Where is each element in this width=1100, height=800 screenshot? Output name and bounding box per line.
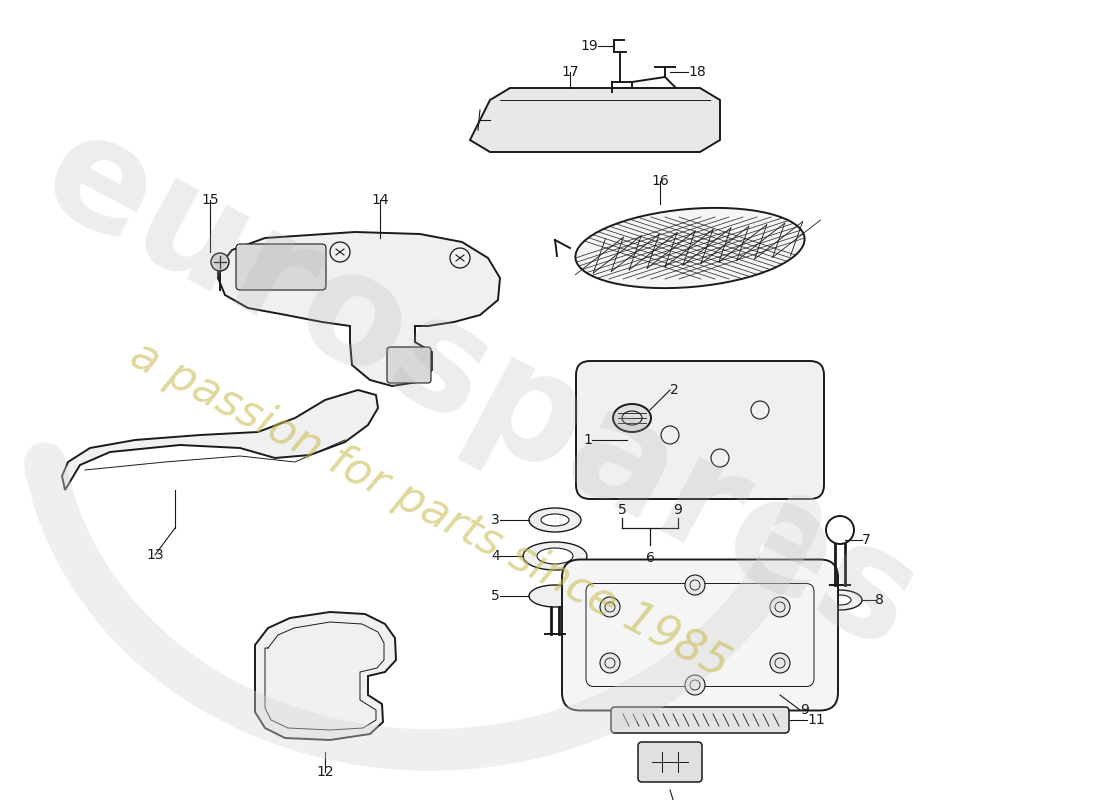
Circle shape (770, 597, 790, 617)
Ellipse shape (529, 508, 581, 532)
Text: 9: 9 (673, 503, 682, 517)
Ellipse shape (818, 590, 862, 610)
Text: 8: 8 (874, 593, 884, 607)
Circle shape (685, 675, 705, 695)
FancyBboxPatch shape (562, 559, 838, 710)
Text: eurospares: eurospares (19, 98, 942, 682)
FancyBboxPatch shape (610, 707, 789, 733)
Text: a passion for parts since 1985: a passion for parts since 1985 (123, 334, 737, 686)
Text: 18: 18 (688, 65, 706, 79)
Text: 11: 11 (807, 713, 825, 727)
Circle shape (770, 653, 790, 673)
Text: 2: 2 (670, 383, 679, 397)
Polygon shape (255, 612, 396, 740)
Text: 9: 9 (800, 703, 808, 717)
Text: 14: 14 (371, 193, 388, 207)
Polygon shape (62, 390, 378, 490)
Text: 10: 10 (675, 799, 693, 800)
Ellipse shape (541, 514, 569, 526)
Ellipse shape (529, 585, 581, 607)
Text: 16: 16 (651, 174, 669, 188)
FancyBboxPatch shape (638, 742, 702, 782)
Text: 15: 15 (201, 193, 219, 207)
Text: 7: 7 (862, 533, 871, 547)
Circle shape (600, 653, 620, 673)
Ellipse shape (537, 548, 573, 564)
FancyBboxPatch shape (576, 361, 824, 499)
Text: 6: 6 (646, 551, 654, 565)
Ellipse shape (829, 595, 851, 605)
Polygon shape (470, 88, 720, 152)
Text: 12: 12 (316, 765, 333, 779)
Polygon shape (218, 232, 500, 386)
Text: 5: 5 (617, 503, 626, 517)
Circle shape (685, 575, 705, 595)
Ellipse shape (522, 542, 587, 570)
Circle shape (211, 253, 229, 271)
Text: 1: 1 (583, 433, 592, 447)
Text: 3: 3 (492, 513, 500, 527)
FancyBboxPatch shape (236, 244, 326, 290)
Ellipse shape (613, 404, 651, 432)
Text: 19: 19 (581, 39, 598, 53)
Ellipse shape (575, 208, 804, 288)
Text: 17: 17 (561, 65, 579, 79)
Text: 13: 13 (146, 548, 164, 562)
Text: 4: 4 (492, 549, 500, 563)
Circle shape (600, 597, 620, 617)
FancyBboxPatch shape (387, 347, 431, 383)
Text: 5: 5 (492, 589, 500, 603)
